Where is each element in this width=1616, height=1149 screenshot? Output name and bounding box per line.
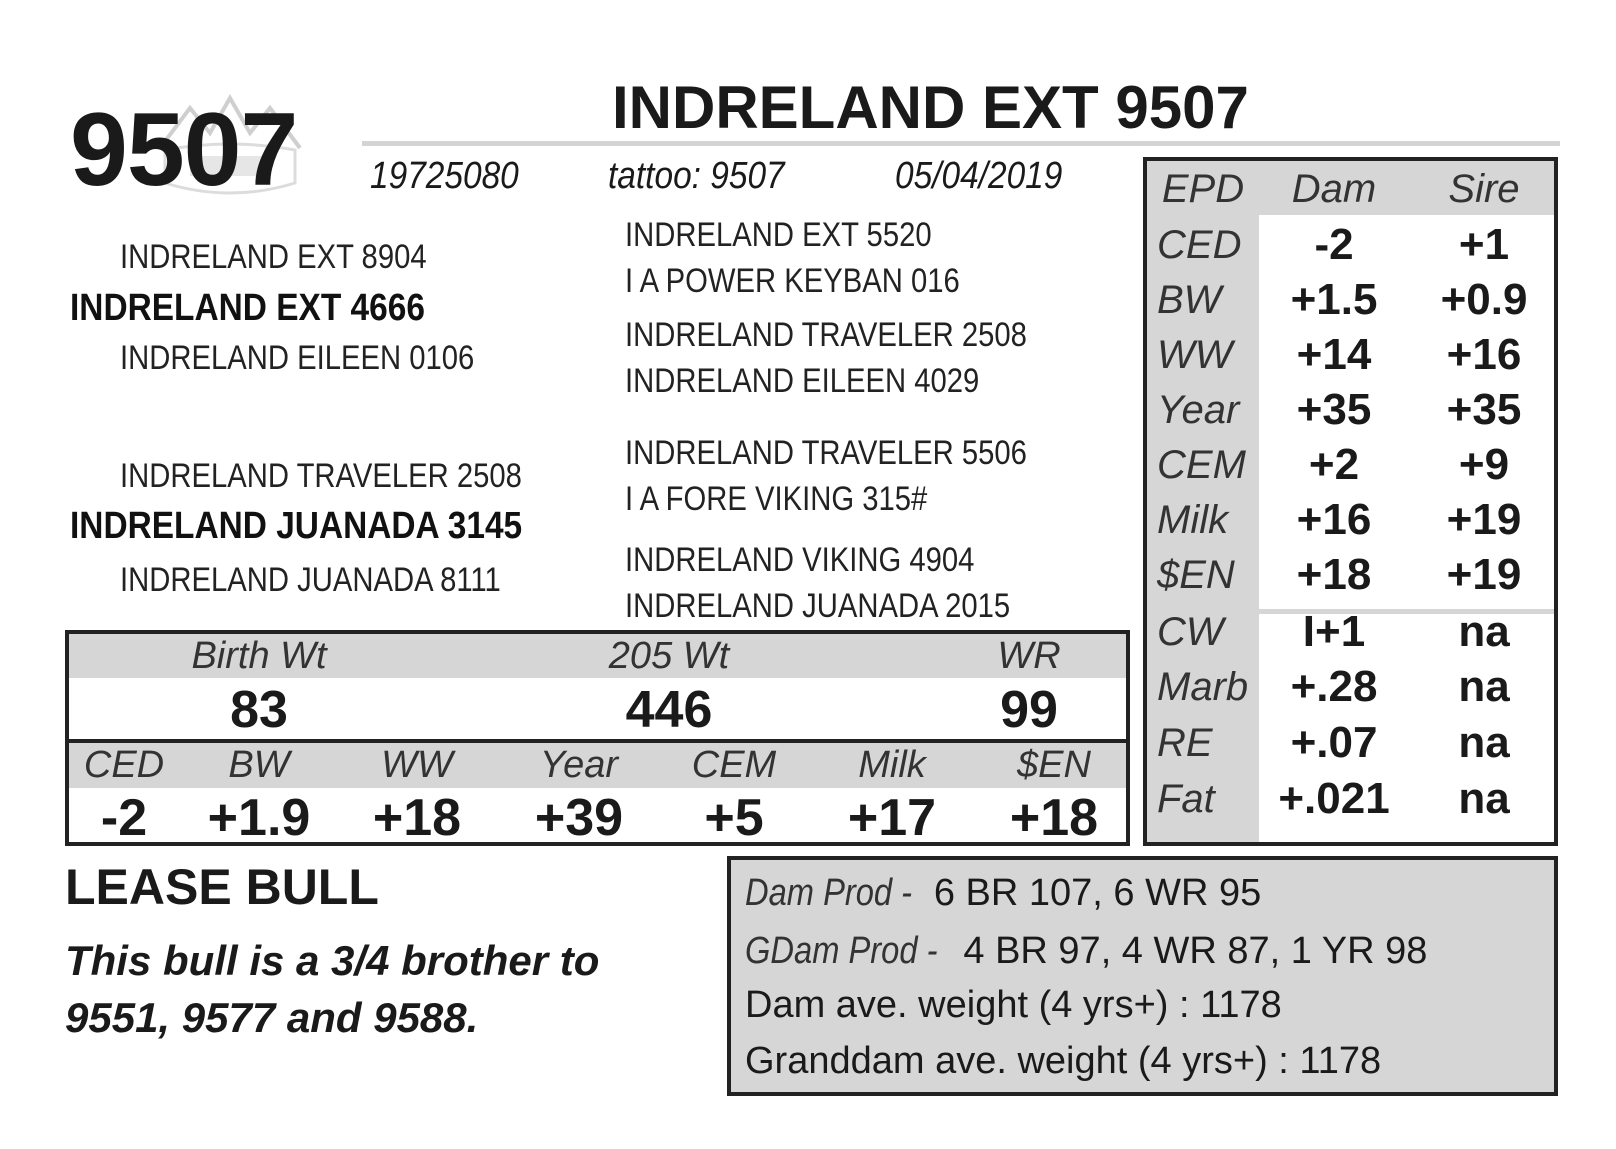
performance-box: Birth Wt 205 Wt WR 83 446 99 CED BW WW Y… — [65, 630, 1130, 846]
birth-weight-value: 83 — [230, 681, 288, 739]
epd-value-ww: +18 — [372, 789, 462, 847]
gdam-prod-line: GDam Prod - 4 BR 97, 4 WR 87, 1 YR 98 — [745, 932, 1427, 970]
dam-average-weight: Dam ave. weight (4 yrs+) : 1178 — [745, 984, 1282, 1026]
dd-dam: INDRELAND JUANADA 2015 — [625, 587, 1011, 625]
epd-row-label: CW — [1157, 610, 1224, 654]
epd-label-en: $EN — [1017, 744, 1091, 786]
epd-row-dam: +1.5 — [1290, 275, 1378, 324]
epd-header-row — [69, 743, 1126, 788]
epd-value-en: +18 — [1009, 789, 1099, 847]
ss-sire: INDRELAND EXT 5520 — [625, 216, 932, 254]
sire: INDRELAND EXT 4666 — [70, 287, 425, 329]
epd-row-sire: +9 — [1458, 440, 1510, 489]
epd-table: EPD Dam Sire CED -2 +1 BW +1.5 +0.9 WW +… — [1143, 157, 1558, 846]
sire-sire: INDRELAND EXT 8904 — [120, 238, 427, 276]
ranch-logo-watermark — [158, 93, 302, 195]
lot-number: 9507 — [70, 92, 298, 208]
epd-row-sire: +1 — [1458, 220, 1510, 269]
epd-table-header — [1147, 161, 1554, 215]
epd-row-dam: +.07 — [1290, 718, 1378, 767]
weaning-weight-value: 446 — [625, 681, 713, 739]
epd-row-sire: +19 — [1446, 495, 1522, 544]
epd-row-label: CEM — [1157, 443, 1246, 487]
epd-row-dam: +.28 — [1290, 662, 1378, 711]
granddam-average-weight: Granddam ave. weight (4 yrs+) : 1178 — [745, 1040, 1382, 1082]
epd-value-cem: +5 — [704, 789, 764, 847]
epd-table-label-column — [1147, 161, 1259, 842]
title-rule — [362, 141, 1560, 146]
bull-comment: This bull is a 3/4 brother to 9551, 9577… — [65, 937, 600, 1041]
epd-row-sire: na — [1458, 718, 1510, 767]
tattoo: tattoo: 9507 — [608, 155, 785, 197]
dd-sire: INDRELAND VIKING 4904 — [625, 541, 975, 579]
dam-prod-line: Dam Prod - 6 BR 107, 6 WR 95 — [745, 874, 1261, 912]
sire-dam: INDRELAND EILEEN 0106 — [120, 339, 475, 377]
epd-row-dam: +35 — [1296, 385, 1372, 434]
epd-row-sire: +16 — [1446, 330, 1522, 379]
epd-row-dam: +2 — [1308, 440, 1360, 489]
epd-value-bw: +1.9 — [207, 789, 311, 847]
epd-row-label: WW — [1157, 333, 1233, 377]
dam-prod-value: 6 BR 107, 6 WR 95 — [923, 872, 1262, 914]
epd-row-label: Milk — [1157, 498, 1229, 542]
dam-prod-label: Dam Prod - — [745, 872, 913, 914]
weaning-ratio-value: 99 — [1000, 681, 1058, 739]
epd-label-year: Year — [539, 744, 619, 786]
weaning-ratio-label: WR — [997, 635, 1061, 677]
epd-label-milk: Milk — [858, 744, 926, 786]
epd-row-dam: +.021 — [1278, 774, 1390, 823]
sd-sire: INDRELAND TRAVELER 2508 — [625, 316, 1027, 354]
lease-heading: LEASE BULL — [65, 859, 379, 915]
epd-table-divider — [1259, 609, 1554, 614]
epd-row-dam: +14 — [1296, 330, 1372, 379]
production-box: Dam Prod - 6 BR 107, 6 WR 95 GDam Prod -… — [727, 856, 1558, 1096]
epd-table-header-epd: EPD — [1161, 167, 1245, 211]
epd-row-dam: +18 — [1296, 550, 1372, 599]
epd-row-label: BW — [1157, 278, 1222, 322]
epd-row-sire: na — [1458, 607, 1510, 656]
epd-row-label: $EN — [1157, 553, 1235, 597]
weaning-weight-label: 205 Wt — [608, 635, 730, 677]
ss-dam: I A POWER KEYBAN 016 — [625, 262, 960, 300]
epd-row-sire: na — [1458, 774, 1510, 823]
epd-label-cem: CEM — [691, 744, 777, 786]
epd-row-sire: +35 — [1446, 385, 1522, 434]
performance-divider — [69, 739, 1126, 743]
dam: INDRELAND JUANADA 3145 — [70, 505, 523, 547]
animal-name: INDRELAND EXT 9507 — [612, 74, 1249, 141]
dam-sire: INDRELAND TRAVELER 2508 — [120, 457, 522, 495]
epd-table-header-sire: Sire — [1448, 167, 1520, 211]
epd-row-sire: +19 — [1446, 550, 1522, 599]
epd-row-dam: -2 — [1314, 220, 1354, 269]
epd-row-dam: +16 — [1296, 495, 1372, 544]
ds-dam: I A FORE VIKING 315# — [625, 480, 928, 518]
epd-row-sire: +0.9 — [1440, 275, 1528, 324]
epd-row-label: CED — [1157, 223, 1242, 267]
epd-row-label: Fat — [1157, 777, 1215, 821]
epd-value-year: +39 — [534, 789, 624, 847]
epd-row-dam: I+1 — [1302, 607, 1366, 656]
dam-dam: INDRELAND JUANADA 8111 — [120, 561, 501, 599]
birth-date: 05/04/2019 — [895, 155, 1063, 197]
epd-label-bw: BW — [228, 744, 290, 786]
sd-dam: INDRELAND EILEEN 4029 — [625, 362, 980, 400]
epd-label-ced: CED — [83, 744, 165, 786]
epd-row-label: Marb — [1157, 665, 1249, 709]
gdam-prod-label: GDam Prod - — [745, 930, 938, 972]
epd-value-milk: +17 — [847, 789, 937, 847]
epd-value-ced: -2 — [100, 789, 148, 847]
birth-weight-label: Birth Wt — [191, 635, 327, 677]
epd-row-label: Year — [1157, 388, 1240, 432]
epd-table-header-dam: Dam — [1291, 167, 1377, 211]
registration-number: 19725080 — [370, 155, 519, 197]
epd-row-sire: na — [1458, 662, 1510, 711]
epd-row-label: RE — [1157, 721, 1213, 765]
performance-header — [69, 634, 1126, 678]
epd-label-ww: WW — [381, 744, 453, 786]
gdam-prod-value: 4 BR 97, 4 WR 87, 1 YR 98 — [952, 930, 1428, 972]
ds-sire: INDRELAND TRAVELER 5506 — [625, 434, 1027, 472]
